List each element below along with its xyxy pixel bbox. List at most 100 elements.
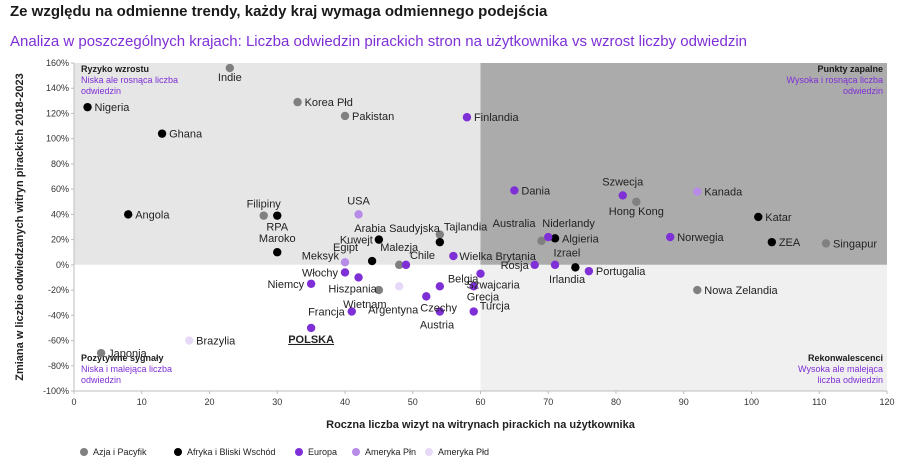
label-japonia: Japonia (108, 348, 147, 360)
label-izrael: Izrael (553, 247, 580, 259)
point-tajlandia (435, 230, 445, 239)
quadrant-backgrounds (74, 63, 887, 391)
quadrant-desc-top-right: Wysoka i rosnąca liczba (787, 75, 883, 85)
label-malezja: Malezja (380, 242, 419, 254)
label-turcja: Turcja (480, 301, 511, 313)
label-arabia-saudyjska: Arabia Saudyjska (354, 223, 440, 235)
quadrant-top-left-bg (74, 63, 481, 265)
quadrant-bottom-left-bg (74, 264, 481, 391)
label-kanada: Kanada (704, 187, 743, 199)
point-egipt (367, 256, 377, 266)
label-nigeria: Nigeria (95, 102, 131, 114)
y-tick-label: 60% (51, 184, 69, 194)
legend-label-afryka-i-bliski-wschod: Afryka i Bliski Wschód (187, 447, 276, 457)
point-maroko (273, 248, 282, 257)
point-katar (754, 212, 763, 222)
point-grecja (469, 282, 478, 291)
x-tick-label: 50 (408, 397, 418, 407)
x-tick-label: 30 (272, 397, 282, 407)
label-filipiny: Filipiny (247, 199, 282, 211)
label-zea: ZEA (779, 237, 801, 249)
label-niderlandy: Niderlandy (542, 218, 595, 230)
point-finlandia (462, 113, 472, 122)
quadrant-desc-top-left: Niska ale rosnąca liczba (81, 75, 178, 85)
point-korea-pld (293, 97, 302, 107)
label-wielka-brytania: Wielka Brytania (459, 251, 536, 263)
quadrant-bottom-right-bg (480, 264, 887, 391)
legend-marker-azja-i-pacyfik (80, 448, 88, 456)
y-tick-label: -60% (48, 336, 69, 346)
point-angola (124, 210, 133, 219)
label-tajlandia: Tajlandia (444, 222, 488, 234)
point-filipiny (259, 211, 268, 220)
label-wlochy: Włochy (302, 267, 339, 279)
label-szwajcaria: Szwajcaria (467, 280, 521, 292)
point-australia (537, 236, 546, 246)
label-algieria: Algieria (562, 233, 600, 245)
quadrant-title-top-left: Ryzyko wzrostu (81, 64, 149, 74)
x-tick-label: 40 (340, 397, 350, 407)
point-pakistan (340, 111, 350, 121)
x-tick-label: 90 (679, 397, 689, 407)
point-izrael (571, 263, 580, 272)
x-tick-label: 110 (812, 397, 826, 407)
legend-label-ameryka-pld: Ameryka Płd (438, 447, 489, 457)
point-japonia (96, 348, 106, 358)
point-argentyna (395, 282, 404, 291)
label-brazylia: Brazylia (196, 336, 236, 348)
point-rosja (530, 260, 539, 270)
y-tick-label: 140% (46, 83, 69, 93)
y-axis-title: Zmiana w liczbie odwiedzanych witryn pir… (14, 73, 26, 381)
x-tick-label: 0 (71, 397, 76, 407)
x-tick-label: 70 (543, 397, 553, 407)
label-ghana: Ghana (169, 129, 203, 141)
point-austria (435, 307, 445, 316)
label-maroko: Maroko (259, 233, 296, 245)
label-hong-kong: Hong Kong (609, 206, 664, 218)
point-irlandia (550, 260, 560, 270)
quadrant-title-top-right: Punkty zapalne (817, 64, 883, 74)
quadrant-desc-top-left: odwiedzin (81, 86, 121, 96)
point-francja (347, 307, 356, 316)
label-indie: Indie (218, 72, 242, 84)
point-wlochy (340, 268, 350, 277)
y-tick-label: -20% (48, 285, 69, 295)
y-tick-label: -80% (48, 361, 69, 371)
point-arabia-saudyjska (435, 237, 445, 247)
point-zea (767, 237, 777, 247)
point-nowa-zelandia (693, 285, 702, 295)
x-tick-label: 20 (204, 397, 214, 407)
legend-label-azja-i-pacyfik: Azja i Pacyfik (93, 447, 147, 457)
data-labels: Indie Korea Płd Pakistan Filipiny Malezja Taj… (95, 72, 878, 360)
point-hiszpania (354, 273, 363, 282)
label-singapur: Singapur (833, 238, 877, 250)
point-szwecja (618, 191, 627, 200)
y-tick-label: -40% (48, 310, 69, 320)
point-malezja (395, 260, 404, 270)
legend-marker-ameryka-pld (425, 448, 433, 456)
point-wielka-brytania (449, 251, 458, 261)
point-polska (306, 323, 316, 333)
quadrant-title-bottom-right: Rekonwalescenci (808, 353, 883, 363)
label-argentyna: Argentyna (368, 304, 419, 316)
x-tick-label: 80 (611, 397, 621, 407)
point-hong-kong (632, 197, 641, 206)
label-niemcy: Niemcy (267, 279, 304, 291)
label-korea-pld: Korea Płd (305, 97, 353, 109)
point-ghana (157, 129, 167, 138)
label-nowa-zelandia: Nowa Zelandia (704, 285, 778, 297)
y-tick-label: 20% (51, 235, 69, 245)
legend-marker-europa (295, 448, 303, 456)
label-kuwejt: Kuwejt (340, 235, 373, 247)
label-dania: Dania (521, 185, 551, 197)
label-usa: USA (347, 195, 370, 207)
quadrant-top-right-bg (480, 63, 887, 265)
label-wietnam: Wietnam (343, 299, 386, 311)
y-tick-label: 160% (46, 58, 69, 68)
legend-label-europa: Europa (308, 447, 337, 457)
chart-subtitle: Analiza w poszczególnych krajach: Liczba… (10, 33, 747, 50)
legend-label-ameryka-pln: Ameryka Płn (365, 447, 416, 457)
legend: Azja i Pacyfik Afryka i Bliski Wschód Euro… (80, 447, 489, 457)
